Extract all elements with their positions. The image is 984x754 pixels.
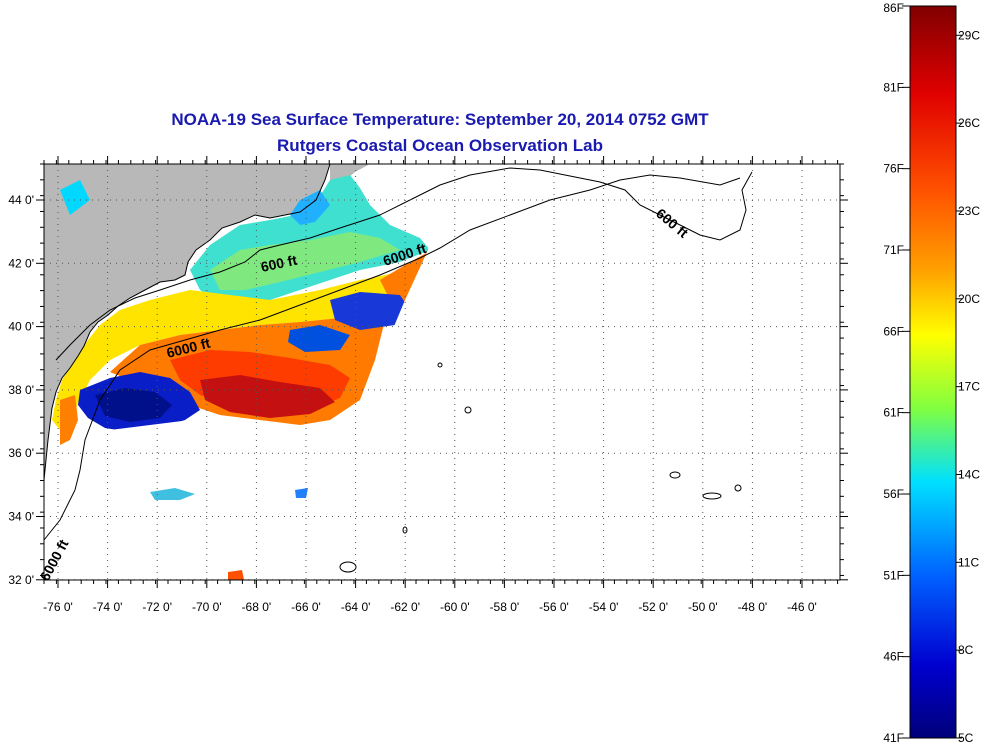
- map-subtitle: Rutgers Coastal Ocean Observation Lab: [277, 136, 603, 155]
- contour-label-600ft-gulf-of-maine: 600 ft: [259, 252, 298, 275]
- colorbar: [909, 5, 957, 739]
- lon-tick-label: -64 0': [341, 600, 371, 614]
- map-title: NOAA-19 Sea Surface Temperature: Septemb…: [171, 110, 709, 129]
- lon-tick-label: -76 0': [43, 600, 73, 614]
- lon-tick-label: -70 0': [192, 600, 222, 614]
- colorbar-f-label: 51F: [883, 568, 904, 582]
- lon-tick-label: -56 0': [539, 600, 569, 614]
- lon-tick-label: -46 0': [787, 600, 817, 614]
- lon-tick-label: -62 0': [390, 600, 420, 614]
- colorbar-f-label: 81F: [883, 80, 904, 94]
- lon-tick-label: -50 0': [688, 600, 718, 614]
- colorbar-f-label: 86F: [883, 1, 904, 15]
- lon-tick-label: -68 0': [242, 600, 272, 614]
- colorbar-c-label: 20C: [958, 292, 980, 306]
- lat-tick-label: 44 0': [8, 193, 34, 207]
- colorbar-f-label: 61F: [883, 406, 904, 420]
- lat-tick-label: 42 0': [8, 256, 34, 270]
- lat-tick-label: 38 0': [8, 383, 34, 397]
- lat-tick-label: 36 0': [8, 446, 34, 460]
- colorbar-c-label: 11C: [958, 555, 979, 569]
- colorbar-c-label: 5C: [958, 731, 974, 745]
- lon-tick-label: -54 0': [589, 600, 619, 614]
- lon-tick-label: -74 0': [93, 600, 123, 614]
- colorbar-c-label: 23C: [958, 204, 980, 218]
- colorbar-f-label: 41F: [883, 731, 904, 745]
- lon-tick-label: -52 0': [638, 600, 668, 614]
- lat-tick-label: 32 0': [8, 573, 34, 587]
- colorbar-f-label: 56F: [883, 487, 904, 501]
- colorbar-f-label: 71F: [883, 243, 904, 257]
- lon-tick-label: -48 0': [738, 600, 768, 614]
- colorbar-f-label: 66F: [883, 324, 904, 338]
- lon-tick-label: -72 0': [142, 600, 172, 614]
- lon-tick-label: -66 0': [291, 600, 321, 614]
- lon-tick-label: -58 0': [490, 600, 520, 614]
- lat-tick-label: 34 0': [8, 510, 34, 524]
- lat-tick-label: 40 0': [8, 320, 34, 334]
- colorbar-c-label: 17C: [958, 380, 980, 394]
- colorbar-c-label: 8C: [958, 643, 974, 657]
- colorbar-c-label: 26C: [958, 116, 980, 130]
- lon-tick-label: -60 0': [440, 600, 470, 614]
- colorbar-c-label: 14C: [958, 467, 980, 481]
- colorbar-c-label: 29C: [958, 28, 980, 42]
- land-area: [44, 164, 330, 480]
- colorbar-f-label: 76F: [883, 162, 904, 176]
- colorbar-f-label: 46F: [883, 650, 904, 664]
